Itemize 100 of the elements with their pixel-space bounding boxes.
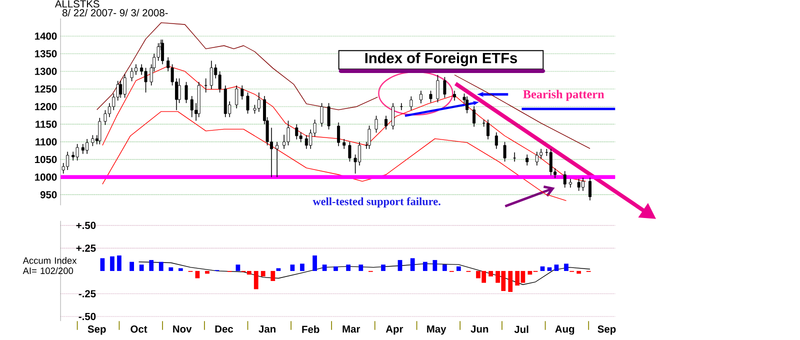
bar (540, 266, 545, 272)
candlestick (436, 74, 440, 103)
candlestick (577, 178, 580, 192)
bar (290, 264, 295, 272)
x-tick-label: Apr (386, 326, 404, 335)
y-axis-title: Accum Index AI= 102/200 (22, 257, 77, 274)
candlestick (549, 148, 552, 176)
bar (442, 264, 447, 272)
bar (276, 268, 281, 272)
candlestick (486, 119, 490, 140)
y-tick-label: 950 (40, 191, 57, 199)
x-tick-label: Aug (555, 326, 574, 335)
candlestick (526, 154, 529, 166)
candlestick (304, 134, 308, 150)
bar (358, 264, 364, 272)
candlestick (257, 92, 260, 112)
candlestick (535, 152, 538, 166)
x-tick-label: Feb (302, 326, 320, 334)
candlestick (342, 138, 346, 150)
bar (456, 266, 461, 272)
candlestick (472, 106, 476, 128)
bar (117, 256, 122, 272)
x-tick-label: Jul (514, 326, 528, 334)
bar (100, 258, 105, 272)
text: Index of Foreign ETFs (365, 52, 518, 66)
x-tick-label: Sep (88, 326, 106, 335)
bar (110, 256, 114, 272)
candlestick (218, 71, 222, 94)
annotation: Bearish pattern (523, 90, 604, 102)
bar (576, 271, 582, 274)
candlestick (588, 178, 592, 201)
bar (178, 268, 183, 272)
y-tick-label: +.25 (76, 244, 96, 252)
y-tick-label: 1200 (35, 103, 57, 110)
candlestick (130, 68, 134, 82)
candlestick (327, 102, 330, 130)
bar (334, 266, 338, 272)
y-tick-label: 1300 (35, 68, 57, 76)
candlestick (190, 96, 194, 118)
candlestick (246, 92, 250, 114)
y-tick-label: 1000 (35, 174, 57, 181)
x-tick-label: May (427, 326, 446, 335)
bar (322, 264, 327, 272)
candlestick (86, 138, 89, 154)
x-tick-label: Dec (215, 326, 234, 333)
candlestick (295, 124, 298, 140)
candlestick (410, 96, 413, 111)
bar (432, 260, 438, 272)
bar (270, 271, 276, 282)
candlestick (76, 144, 79, 162)
candlestick (443, 76, 446, 98)
candlestick (540, 148, 543, 160)
y-tick-label: 1250 (35, 86, 57, 93)
y-tick-label: -.50 (78, 313, 96, 320)
candlestick (392, 102, 395, 130)
text: ALLSTKS (54, 0, 100, 8)
candlestick (429, 90, 432, 103)
x-tick-label: Jun (470, 326, 488, 333)
candlestick (98, 118, 102, 145)
candlestick (374, 116, 378, 134)
bar (205, 271, 210, 274)
bar (398, 260, 402, 272)
bar (139, 264, 144, 272)
candlestick (210, 60, 213, 90)
x-tick-label: Jan (258, 326, 276, 333)
candlestick (337, 122, 340, 147)
candlestick (91, 134, 94, 147)
bar (422, 262, 428, 272)
bar (346, 264, 351, 272)
candlestick (358, 142, 361, 166)
chart-subtitle: 8/ 22/ 2007- 9/ 3/ 2008- (62, 9, 168, 17)
bar (300, 264, 304, 272)
candlestick (503, 142, 506, 162)
candlestick (384, 116, 388, 130)
bar (158, 262, 164, 272)
y-tick-label: -.25 (78, 290, 96, 298)
candlestick (368, 125, 371, 150)
line-series (138, 262, 590, 286)
candlestick (178, 78, 181, 104)
candlestick (161, 39, 164, 65)
candlestick (452, 90, 456, 102)
y-tick-label: 1150 (36, 120, 57, 128)
bar (149, 260, 154, 272)
candlestick (104, 110, 107, 126)
bar (236, 264, 240, 272)
candlestick (123, 74, 126, 98)
candlestick (240, 85, 244, 100)
candlestick (419, 90, 422, 104)
y-tick-label: 1100 (36, 138, 57, 146)
bar (130, 262, 134, 272)
candlestick (466, 96, 469, 114)
candlestick (513, 152, 516, 162)
x-tick-label: Mar (342, 326, 360, 333)
bar (168, 268, 174, 272)
candlestick (348, 142, 352, 162)
y-tick-label: 1050 (35, 156, 57, 164)
candlestick (494, 132, 498, 150)
candlestick (81, 144, 84, 154)
candlestick (184, 82, 188, 104)
candlestick (320, 102, 324, 128)
